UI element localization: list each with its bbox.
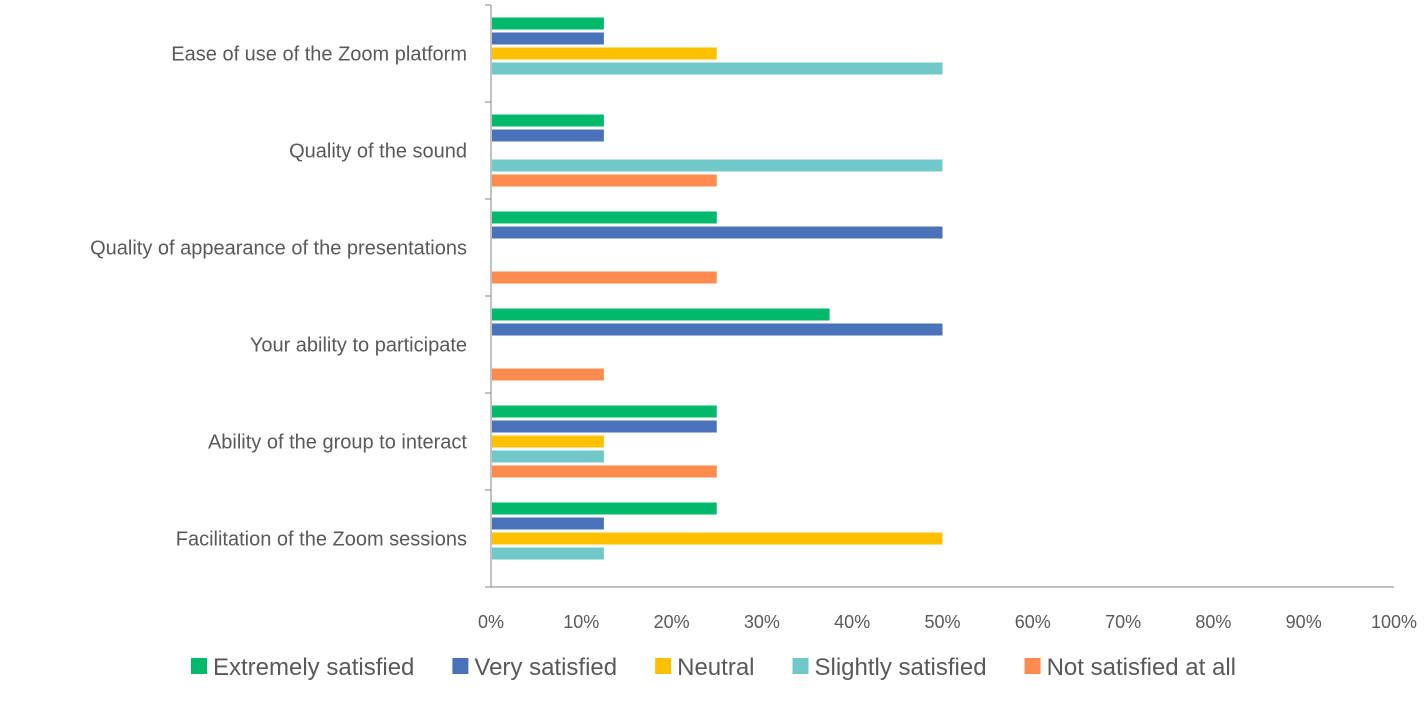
bar-extremely-satisfied bbox=[492, 502, 717, 515]
bar-extremely-satisfied bbox=[492, 114, 604, 127]
x-tick-label: 70% bbox=[1105, 612, 1141, 632]
category-label: Quality of the sound bbox=[289, 141, 467, 163]
category-label: Your ability to participate bbox=[250, 335, 467, 357]
bar-not-satisfied-at-all bbox=[492, 368, 604, 381]
bar-slightly-satisfied bbox=[492, 547, 604, 560]
bar-very-satisfied bbox=[492, 517, 604, 530]
bar-very-satisfied bbox=[492, 32, 604, 45]
legend-swatch-extremely-satisfied bbox=[190, 658, 207, 674]
category-label: Facilitation of the Zoom sessions bbox=[176, 529, 467, 551]
bar-extremely-satisfied bbox=[492, 405, 717, 418]
legend-swatch-very-satisfied bbox=[452, 658, 469, 674]
legend-swatch-slightly-satisfied bbox=[792, 658, 809, 674]
legend-swatch-not-satisfied-at-all bbox=[1024, 658, 1041, 674]
category-label: Ease of use of the Zoom platform bbox=[171, 44, 467, 66]
x-tick-label: 100% bbox=[1371, 612, 1417, 632]
bars-group bbox=[492, 17, 943, 560]
legend: Extremely satisfied Very satisfied Neutral… bbox=[190, 654, 1236, 681]
bar-slightly-satisfied bbox=[492, 450, 604, 463]
bar-very-satisfied bbox=[492, 420, 717, 433]
bar-not-satisfied-at-all bbox=[492, 271, 717, 284]
legend-label: Extremely satisfied bbox=[213, 654, 414, 681]
x-tick-label: 20% bbox=[654, 612, 690, 632]
bar-very-satisfied bbox=[492, 323, 943, 336]
category-label: Quality of appearance of the presentatio… bbox=[90, 238, 467, 260]
x-tick-label: 30% bbox=[744, 612, 780, 632]
x-tick-label: 90% bbox=[1286, 612, 1322, 632]
x-tick-label: 0% bbox=[478, 612, 504, 632]
bar-extremely-satisfied bbox=[492, 17, 604, 30]
bar-neutral bbox=[492, 47, 717, 60]
category-label: Ability of the group to interact bbox=[208, 432, 467, 454]
bar-not-satisfied-at-all bbox=[492, 465, 717, 478]
bar-neutral bbox=[492, 532, 943, 545]
legend-label: Slightly satisfied bbox=[815, 654, 987, 681]
bar-neutral bbox=[492, 435, 604, 448]
x-tick-label: 40% bbox=[834, 612, 870, 632]
legend-label: Not satisfied at all bbox=[1047, 654, 1236, 681]
legend-label: Neutral bbox=[677, 654, 754, 681]
bar-extremely-satisfied bbox=[492, 211, 717, 224]
bar-slightly-satisfied bbox=[492, 159, 943, 172]
x-tick-label: 50% bbox=[924, 612, 960, 632]
bar-very-satisfied bbox=[492, 129, 604, 142]
axes-group bbox=[485, 4, 1394, 588]
legend-swatch-neutral bbox=[655, 658, 672, 674]
x-tick-label: 10% bbox=[563, 612, 599, 632]
bar-slightly-satisfied bbox=[492, 62, 943, 75]
x-ticks-group: 0% 10% 20% 30% 40% 50% 60% 70% 80% 90% 100% bbox=[478, 612, 1417, 632]
x-tick-label: 80% bbox=[1195, 612, 1231, 632]
bar-not-satisfied-at-all bbox=[492, 174, 717, 187]
bar-very-satisfied bbox=[492, 226, 943, 239]
bar-extremely-satisfied bbox=[492, 308, 830, 321]
category-labels-group: Ease of use of the Zoom platform Quality … bbox=[90, 44, 467, 551]
legend-label: Very satisfied bbox=[474, 654, 617, 681]
x-tick-label: 60% bbox=[1015, 612, 1051, 632]
